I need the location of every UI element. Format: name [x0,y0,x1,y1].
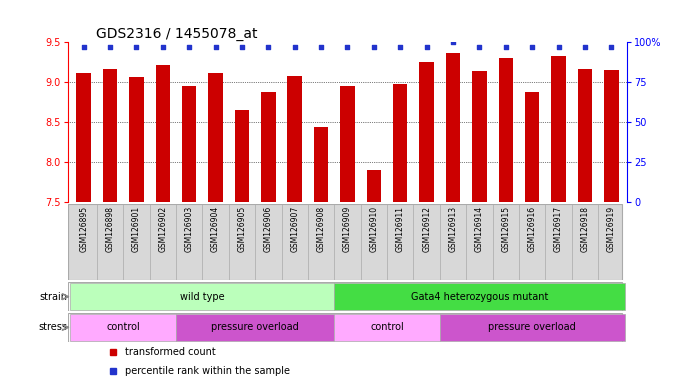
Text: transformed count: transformed count [125,347,216,357]
Text: GSM126903: GSM126903 [184,206,194,252]
Point [131,44,142,50]
Point [210,44,221,50]
Bar [340,86,355,202]
Bar [472,71,487,202]
Text: GSM126901: GSM126901 [132,206,141,252]
Text: percentile rank within the sample: percentile rank within the sample [125,366,290,376]
Point [474,44,485,50]
Bar [445,53,460,202]
Bar [367,170,381,202]
Bar [71,283,334,310]
Point [104,44,115,50]
Bar [578,68,592,202]
Point [421,44,432,50]
Text: GSM126914: GSM126914 [475,206,484,252]
Text: GSM126906: GSM126906 [264,206,273,252]
Text: GSM126908: GSM126908 [317,206,325,252]
Text: pressure overload: pressure overload [212,322,299,333]
Bar [182,86,197,202]
Point [78,44,89,50]
Text: GSM126918: GSM126918 [580,206,589,252]
Point [237,44,247,50]
Text: control: control [106,322,140,333]
Text: control: control [370,322,404,333]
Point [395,44,405,50]
Bar [420,62,434,202]
Text: GDS2316 / 1455078_at: GDS2316 / 1455078_at [96,27,257,41]
Bar [525,92,540,202]
Bar [77,73,91,202]
Point [290,44,300,50]
Point [184,44,195,50]
Point [580,44,591,50]
Bar [498,58,513,202]
Text: GSM126912: GSM126912 [422,206,431,252]
Text: pressure overload: pressure overload [488,322,576,333]
Bar [440,313,624,341]
Bar [334,313,440,341]
Point [316,44,327,50]
Text: GSM126915: GSM126915 [501,206,511,252]
Text: Gata4 heterozygous mutant: Gata4 heterozygous mutant [411,291,548,302]
Bar [103,68,117,202]
Bar [235,110,250,202]
Text: GSM126913: GSM126913 [449,206,458,252]
Bar [604,70,618,202]
Bar [129,77,144,202]
Point [553,44,564,50]
Point [342,44,353,50]
Text: wild type: wild type [180,291,224,302]
Text: GSM126916: GSM126916 [527,206,537,252]
Text: GSM126898: GSM126898 [106,206,115,252]
Text: GSM126904: GSM126904 [211,206,220,252]
Text: GSM126895: GSM126895 [79,206,88,252]
Bar [208,73,223,202]
Point [368,44,379,50]
Bar [334,283,624,310]
Text: GSM126911: GSM126911 [396,206,405,252]
Point [500,44,511,50]
Point [263,44,274,50]
Bar [551,56,566,202]
Text: GSM126902: GSM126902 [158,206,167,252]
Bar [287,76,302,202]
Text: GSM126910: GSM126910 [370,206,378,252]
Point [157,44,168,50]
Text: GSM126919: GSM126919 [607,206,616,252]
Bar [176,313,334,341]
Text: GSM126909: GSM126909 [343,206,352,252]
Text: GSM126917: GSM126917 [554,206,563,252]
Bar [71,313,176,341]
Point [527,44,538,50]
Bar [155,65,170,202]
Bar [314,127,328,202]
Point [447,39,458,45]
Bar [261,93,275,202]
Text: stress: stress [38,322,67,333]
Text: GSM126907: GSM126907 [290,206,299,252]
Text: GSM126905: GSM126905 [237,206,246,252]
Text: strain: strain [39,291,67,302]
Point [606,44,617,50]
Bar [393,84,407,202]
